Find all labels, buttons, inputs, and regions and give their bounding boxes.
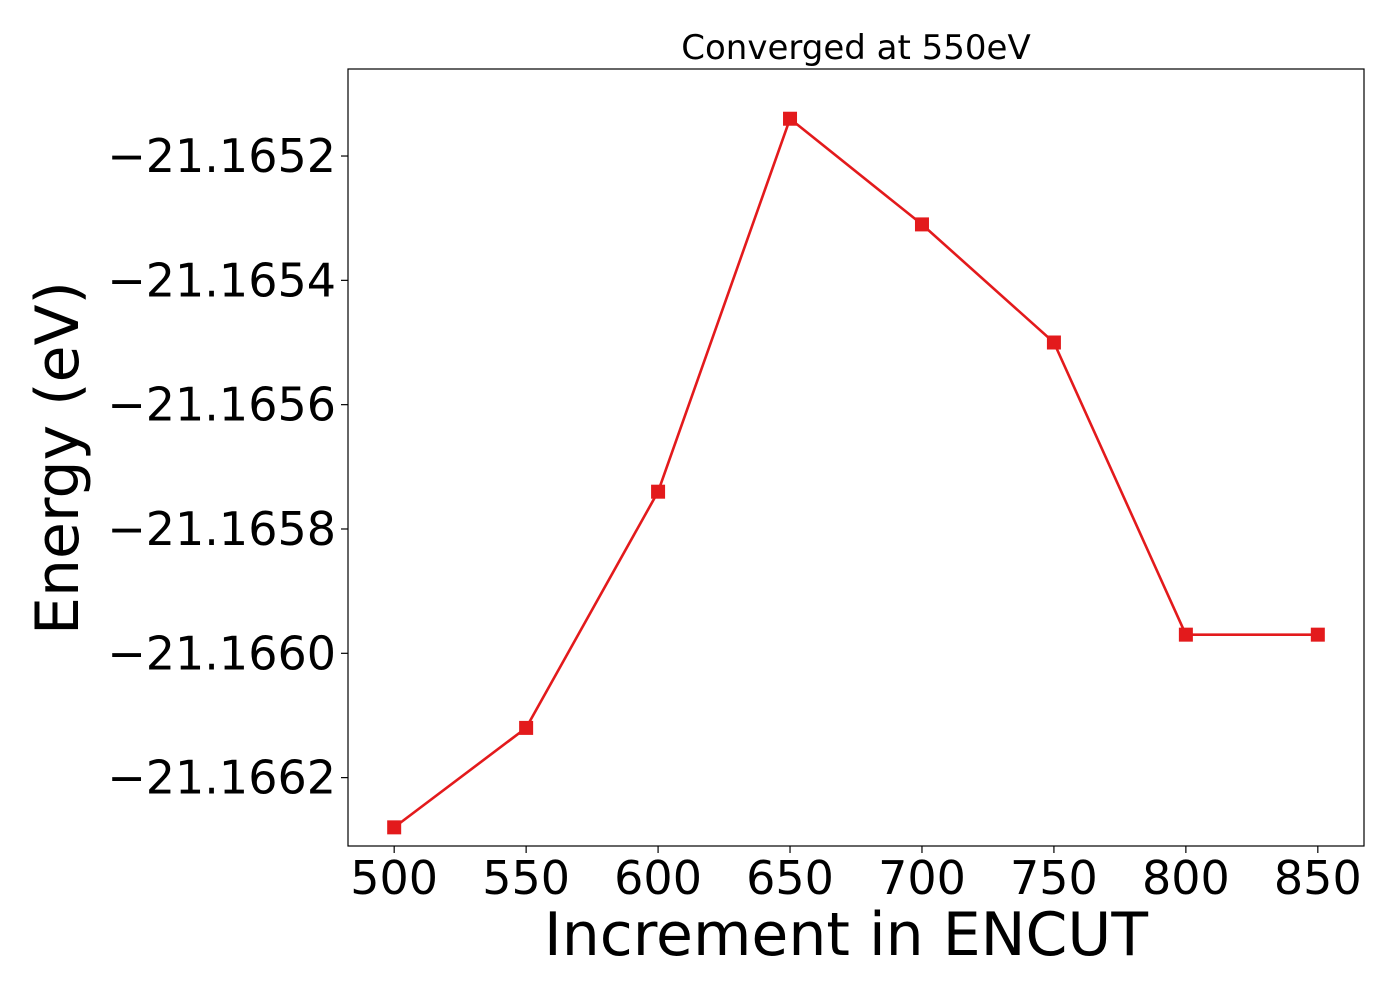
y-tick-label: −21.1654 [107, 253, 336, 307]
x-axis-label: Increment in ENCUT [544, 900, 1148, 970]
chart-title: Converged at 550eV [681, 28, 1030, 68]
x-tick-label: 500 [350, 851, 438, 905]
data-point-marker [387, 820, 402, 835]
x-tick-label: 700 [878, 851, 966, 905]
data-point-marker [914, 217, 929, 232]
data-point-marker [651, 484, 666, 499]
x-axis-ticks: 500 550 600 650 700 750 800 850 [350, 846, 1362, 905]
data-point-marker [783, 111, 798, 126]
y-axis-label: Energy (eV) [23, 281, 93, 635]
x-tick-label: 600 [614, 851, 702, 905]
plot-area [347, 68, 1365, 847]
y-tick-label: −21.1658 [107, 502, 336, 556]
series-line [393, 116, 1318, 829]
data-point-marker [519, 720, 534, 735]
x-tick-label: 550 [482, 851, 570, 905]
y-axis-ticks: −21.1652 −21.1654 −21.1656 −21.1658 −21.1660… [107, 129, 348, 805]
x-tick-label: 850 [1274, 851, 1362, 905]
data-point-marker [1046, 335, 1061, 350]
x-tick-label: 650 [746, 851, 834, 905]
y-tick-label: −21.1652 [107, 129, 336, 183]
y-tick-label: −21.1656 [107, 378, 336, 432]
x-tick-label: 750 [1010, 851, 1098, 905]
data-point-marker [1178, 627, 1193, 642]
data-point-marker [1310, 627, 1325, 642]
series-layer [387, 111, 1325, 835]
y-tick-label: −21.1660 [107, 626, 336, 680]
y-tick-label: −21.1662 [107, 751, 336, 805]
x-tick-label: 800 [1142, 851, 1230, 905]
